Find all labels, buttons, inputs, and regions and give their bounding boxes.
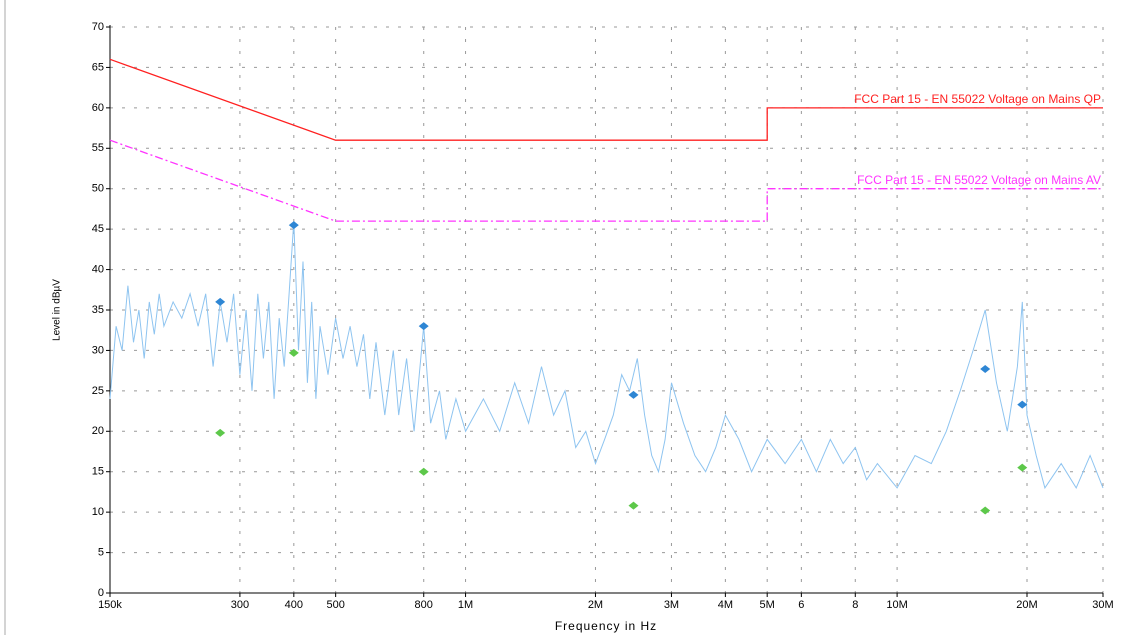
marker <box>628 390 639 399</box>
series-line <box>109 58 1103 141</box>
marker <box>980 365 991 374</box>
x-tick-label: 400 <box>285 599 303 611</box>
marker <box>1017 463 1028 472</box>
y-tick-label: 35 <box>92 304 104 316</box>
y-tick-label: 60 <box>92 102 104 114</box>
y-tick-label: 70 <box>92 21 104 33</box>
marker <box>288 221 299 230</box>
x-axis-label: Frequency in Hz <box>555 619 657 633</box>
x-tick-label: 6 <box>798 599 804 611</box>
y-tick-label: 0 <box>98 587 104 599</box>
y-tick-label: 5 <box>98 546 104 558</box>
x-tick-label: 20M <box>1016 599 1037 611</box>
marker <box>418 467 429 476</box>
x-tick-label: 10M <box>886 599 907 611</box>
marker <box>215 428 226 437</box>
x-tick-label: 300 <box>231 599 249 611</box>
x-tick-label: 500 <box>326 599 344 611</box>
x-tick-label: 8 <box>852 599 858 611</box>
y-tick-label: 15 <box>92 466 104 478</box>
y-tick-label: 40 <box>92 263 104 275</box>
y-tick-label: 10 <box>92 506 104 518</box>
y-tick-label: 55 <box>92 142 104 154</box>
marker <box>418 322 429 331</box>
x-tick-label: 800 <box>415 599 433 611</box>
x-tick-label: 1M <box>458 599 473 611</box>
y-tick-label: 20 <box>92 425 104 437</box>
x-tick-label: 150k <box>98 599 122 611</box>
x-tick-label: 5M <box>760 599 775 611</box>
series-line <box>109 221 1104 490</box>
x-tick-label: 4M <box>718 599 733 611</box>
marker <box>215 297 226 306</box>
x-tick-label: 3M <box>664 599 679 611</box>
y-tick-label: 25 <box>92 385 104 397</box>
x-tick-label: 2M <box>588 599 603 611</box>
marker <box>628 501 639 510</box>
marker <box>1017 400 1028 409</box>
x-tick-label: 30M <box>1092 599 1113 611</box>
limit-label: FCC Part 15 - EN 55022 Voltage on Mains … <box>854 92 1101 106</box>
marker <box>980 506 991 515</box>
y-tick-label: 50 <box>92 183 104 195</box>
y-tick-label: 65 <box>92 61 104 73</box>
y-axis-label: Level in dBµV <box>52 279 63 341</box>
y-tick-label: 30 <box>92 344 104 356</box>
marker <box>288 348 299 357</box>
limit-label: FCC Part 15 - EN 55022 Voltage on Mains … <box>857 173 1101 187</box>
y-tick-label: 45 <box>92 223 104 235</box>
